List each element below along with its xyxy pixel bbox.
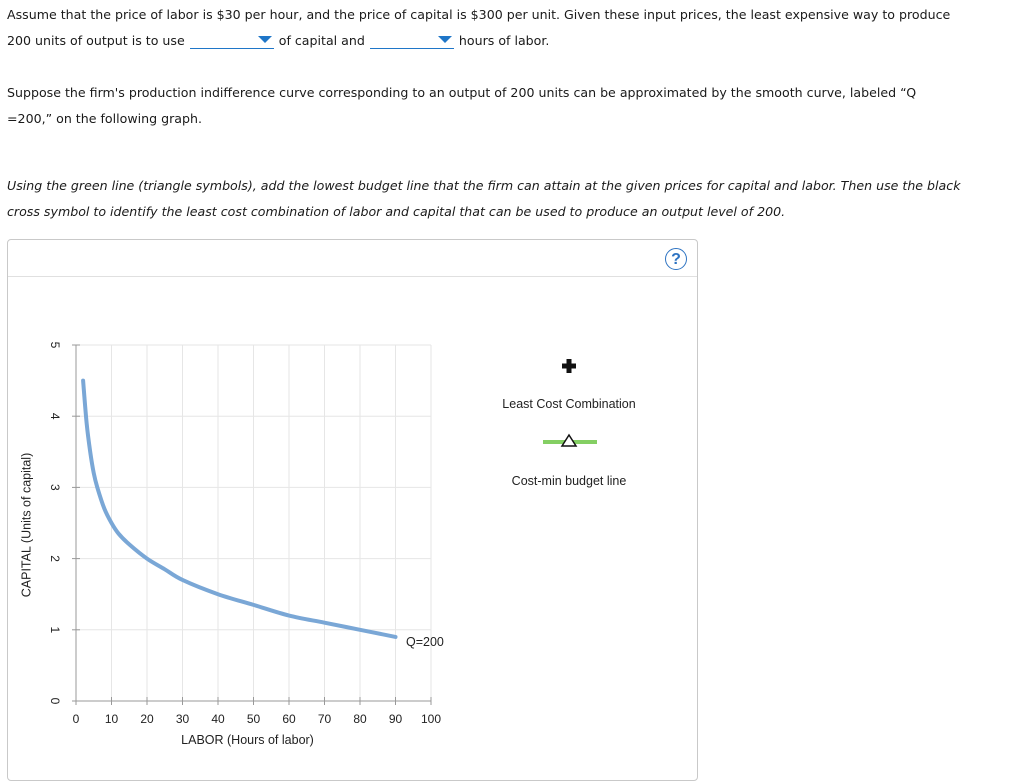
- x-tick-label: 80: [353, 712, 367, 726]
- x-tick-label: 0: [73, 712, 80, 726]
- grid: [76, 344, 432, 701]
- graph-toolbar: ?: [8, 240, 697, 277]
- chevron-down-icon: [437, 36, 452, 43]
- chart-svg: 0 10 20 30 40 50 60 70 80 90 100 0 1 2 3 4 5 LABOR (Hours…: [19, 342, 636, 747]
- least-cost-cross-icon[interactable]: [562, 359, 576, 373]
- y-axis-title: CAPITAL (Units of capital): [19, 453, 33, 598]
- question-text-segment: of capital and: [278, 33, 365, 48]
- question-text-segment: 200 units of output is to use: [7, 33, 185, 48]
- x-tick-label: 50: [247, 712, 261, 726]
- legend-budget-line-label: Cost-min budget line: [512, 474, 627, 488]
- indifference-curve-q200: [81, 378, 398, 639]
- paragraph-3-line-1: Using the green line (triangle symbols),…: [7, 178, 961, 193]
- x-axis-title: LABOR (Hours of labor): [181, 733, 314, 747]
- legend: Least Cost Combination Cost-min budget li…: [502, 359, 636, 488]
- question-line-2: 200 units of output is to use of capital…: [7, 28, 1019, 54]
- x-tick-label: 60: [282, 712, 296, 726]
- capital-amount-dropdown[interactable]: [189, 31, 274, 49]
- budget-line-tool[interactable]: [543, 433, 597, 447]
- curve-label: Q=200: [406, 635, 444, 649]
- triangle-icon: [560, 433, 578, 447]
- x-tick-label: 20: [140, 712, 154, 726]
- y-tick-label: 0: [48, 698, 62, 705]
- x-tick-label: 90: [389, 712, 403, 726]
- x-tick-label: 10: [105, 712, 119, 726]
- cross-bar-v: [566, 359, 572, 373]
- y-tick-label: 1: [48, 626, 62, 633]
- y-tick-label: 4: [48, 413, 62, 420]
- graph-panel: ?: [7, 239, 698, 781]
- paragraph-2-line-1: Suppose the firm's production indifferen…: [7, 85, 917, 100]
- chevron-down-icon: [257, 36, 272, 43]
- help-icon[interactable]: ?: [665, 248, 687, 270]
- series: [81, 378, 398, 639]
- legend-least-cost-label: Least Cost Combination: [502, 397, 635, 411]
- question-text-segment: hours of labor.: [458, 33, 550, 48]
- question-paragraph-2: Suppose the firm's production indifferen…: [7, 80, 1019, 132]
- y-tick-label: 3: [48, 484, 62, 491]
- paragraph-3-line-2: cross symbol to identify the least cost …: [7, 204, 786, 219]
- labels: 0 10 20 30 40 50 60 70 80 90 100 0 1 2 3 4 5 LABOR (Hours…: [19, 342, 444, 747]
- question-paragraph-3: Using the green line (triangle symbols),…: [7, 173, 1019, 225]
- axes: [72, 344, 432, 705]
- paragraph-2-line-2: =200,” on the following graph.: [7, 111, 202, 126]
- x-tick-label: 70: [318, 712, 332, 726]
- question-line-1: Assume that the price of labor is $30 pe…: [7, 7, 951, 22]
- x-tick-label: 30: [176, 712, 190, 726]
- x-tick-label: 40: [211, 712, 225, 726]
- question-paragraph-1: Assume that the price of labor is $30 pe…: [7, 2, 1019, 54]
- x-tick-label: 100: [421, 712, 441, 726]
- y-tick-label: 2: [48, 555, 62, 562]
- labor-hours-dropdown[interactable]: [369, 31, 454, 49]
- y-tick-label: 5: [48, 342, 62, 349]
